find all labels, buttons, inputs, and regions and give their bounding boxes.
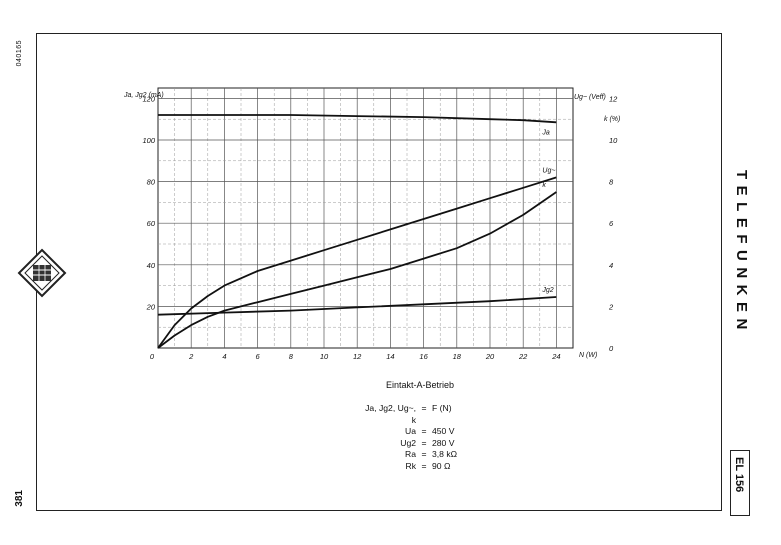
condition-row: Ja, Jg2, Ug~, k = F (N) bbox=[360, 403, 457, 426]
condition-row: Ra = 3,8 kΩ bbox=[360, 449, 457, 461]
y-right-tick-label: 12 bbox=[609, 94, 618, 103]
condition-symbol: Ug2 bbox=[400, 437, 416, 448]
y-left-axis-label: Ja, Jg2 (mA) bbox=[123, 92, 164, 99]
y-right-top-axis-label: Ug~ (Veff) bbox=[574, 94, 606, 101]
x-tick-label: 8 bbox=[289, 352, 294, 361]
y-right-tick-label: 6 bbox=[609, 219, 614, 228]
series-label-Ug~: Ug~ bbox=[542, 167, 555, 174]
condition-symbol: Ua bbox=[405, 426, 416, 436]
x-tick-label: 14 bbox=[386, 352, 394, 361]
series-label-Jg2: Jg2 bbox=[541, 287, 553, 294]
equals-sign: = bbox=[421, 437, 427, 448]
tube-type-box: EL 156 bbox=[730, 450, 750, 516]
x-axis-label: N (W) bbox=[579, 352, 597, 359]
chart-ticks: 2 4 6 8 10 12 14 16 18 20 22 2402040608010012002468… bbox=[142, 94, 618, 361]
x-tick-label: 6 bbox=[256, 352, 261, 361]
brand-name: TELEFUNKEN bbox=[733, 170, 750, 336]
series-line-k bbox=[157, 191, 557, 349]
series-line-Jg2 bbox=[157, 296, 557, 316]
chart-grid bbox=[157, 87, 574, 349]
equals-sign: = bbox=[421, 426, 427, 436]
series-label-Ja: Ja bbox=[541, 129, 550, 136]
x-tick-label: 24 bbox=[551, 352, 560, 361]
condition-value: 280 V bbox=[432, 437, 455, 448]
condition-symbol: Ja, Jg2, Ug~, k bbox=[365, 403, 416, 425]
x-tick-label: 10 bbox=[320, 352, 329, 361]
condition-value: 3,8 kΩ bbox=[432, 449, 458, 459]
condition-row: Rk = 90 Ω bbox=[360, 461, 457, 473]
equals-sign: = bbox=[421, 460, 427, 471]
condition-value: 90 Ω bbox=[432, 460, 451, 471]
y-right-tick-label: 4 bbox=[609, 261, 613, 270]
y-left-tick-label: 40 bbox=[147, 261, 156, 270]
condition-symbol: Ra bbox=[405, 449, 416, 459]
plot-frame bbox=[157, 87, 574, 349]
series-line-Ug~ bbox=[157, 176, 557, 349]
x-tick-label: 2 bbox=[188, 352, 194, 361]
y-right-tick-label: 8 bbox=[609, 178, 614, 187]
x-origin-label: 0 bbox=[150, 352, 155, 361]
x-tick-label: 16 bbox=[419, 352, 428, 361]
y-right-tick-label: 10 bbox=[609, 136, 618, 145]
condition-row: Ua = 450 V bbox=[360, 426, 457, 438]
x-tick-label: 4 bbox=[222, 352, 226, 361]
x-tick-label: 12 bbox=[353, 352, 362, 361]
y-left-tick-label: 120 bbox=[142, 94, 155, 103]
series-label-k: k bbox=[542, 182, 546, 189]
operating-conditions: Ja, Jg2, Ug~, k = F (N) Ua = 450 V Ug2 = 280 V Ra… bbox=[360, 403, 457, 472]
telefunken-logo-icon bbox=[17, 248, 67, 298]
y-left-tick-label: 20 bbox=[146, 302, 156, 311]
equals-sign: = bbox=[421, 403, 427, 413]
y-right-tick-label: 0 bbox=[609, 344, 614, 353]
y-right-bottom-axis-label: k (%) bbox=[604, 116, 620, 123]
chart-curves: Ja Ug~ k Jg2 bbox=[157, 114, 557, 349]
tube-type: EL 156 bbox=[733, 457, 745, 493]
y-left-tick-label: 80 bbox=[147, 178, 156, 187]
series-line-Ja bbox=[158, 114, 557, 124]
condition-value: 450 V bbox=[432, 426, 455, 436]
x-tick-label: 20 bbox=[485, 352, 495, 361]
condition-row: Ug2 = 280 V bbox=[360, 438, 457, 450]
y-left-tick-label: 100 bbox=[142, 136, 155, 145]
y-left-tick-label: 60 bbox=[147, 219, 156, 228]
x-tick-label: 18 bbox=[453, 352, 462, 361]
y-right-tick-label: 2 bbox=[608, 302, 614, 311]
condition-symbol: Rk bbox=[405, 460, 416, 471]
chart-caption: Eintakt-A-Betrieb bbox=[386, 380, 455, 390]
equals-sign: = bbox=[421, 449, 427, 459]
x-tick-label: 22 bbox=[518, 352, 528, 361]
condition-value: F (N) bbox=[432, 403, 452, 413]
